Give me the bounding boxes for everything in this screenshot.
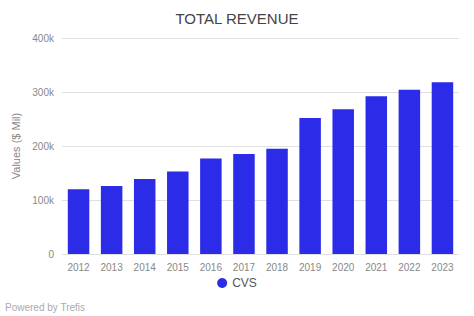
svg-text:2019: 2019: [299, 262, 322, 273]
svg-text:2016: 2016: [200, 262, 223, 273]
svg-text:2017: 2017: [233, 262, 256, 273]
svg-text:2018: 2018: [266, 262, 289, 273]
svg-text:2021: 2021: [365, 262, 388, 273]
svg-text:2013: 2013: [101, 262, 124, 273]
svg-text:TOTAL REVENUE: TOTAL REVENUE: [175, 10, 298, 27]
svg-text:CVS: CVS: [232, 276, 257, 290]
svg-text:2012: 2012: [67, 262, 90, 273]
svg-text:2023: 2023: [431, 262, 454, 273]
svg-text:200k: 200k: [32, 141, 55, 152]
svg-text:2022: 2022: [398, 262, 421, 273]
svg-text:100k: 100k: [32, 195, 55, 206]
svg-text:300k: 300k: [32, 87, 55, 98]
svg-text:2014: 2014: [134, 262, 157, 273]
svg-text:Powered by Trefis: Powered by Trefis: [5, 302, 85, 313]
svg-text:2020: 2020: [332, 262, 355, 273]
svg-text:400k: 400k: [32, 33, 55, 44]
svg-text:Values ($ Mil): Values ($ Mil): [10, 113, 22, 179]
svg-text:2015: 2015: [167, 262, 190, 273]
svg-text:0: 0: [48, 249, 54, 260]
